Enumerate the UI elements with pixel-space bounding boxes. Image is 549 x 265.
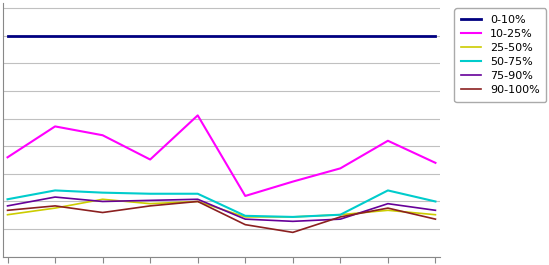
25-50% bbox=[385, 209, 391, 212]
50-75% bbox=[242, 214, 249, 217]
10-25% bbox=[289, 180, 296, 183]
0-10% bbox=[289, 34, 296, 37]
25-50% bbox=[99, 198, 106, 201]
Legend: 0-10%, 10-25%, 25-50%, 50-75%, 75-90%, 90-100%: 0-10%, 10-25%, 25-50%, 50-75%, 75-90%, 9… bbox=[455, 8, 546, 102]
50-75% bbox=[4, 198, 11, 201]
75-90% bbox=[432, 209, 439, 212]
50-75% bbox=[194, 192, 201, 195]
90-100% bbox=[242, 223, 249, 226]
10-25% bbox=[242, 194, 249, 197]
90-100% bbox=[4, 209, 11, 212]
10-25% bbox=[385, 139, 391, 142]
90-100% bbox=[147, 204, 154, 207]
0-10% bbox=[52, 34, 58, 37]
25-50% bbox=[337, 213, 344, 216]
25-50% bbox=[432, 213, 439, 216]
75-90% bbox=[289, 220, 296, 223]
90-100% bbox=[99, 211, 106, 214]
10-25% bbox=[337, 167, 344, 170]
90-100% bbox=[194, 200, 201, 203]
25-50% bbox=[289, 215, 296, 219]
0-10% bbox=[194, 34, 201, 37]
50-75% bbox=[147, 192, 154, 195]
0-10% bbox=[385, 34, 391, 37]
10-25% bbox=[432, 161, 439, 164]
25-50% bbox=[4, 213, 11, 216]
90-100% bbox=[385, 206, 391, 210]
75-90% bbox=[147, 199, 154, 202]
Line: 75-90%: 75-90% bbox=[8, 197, 435, 221]
Line: 10-25%: 10-25% bbox=[8, 115, 435, 196]
50-75% bbox=[337, 213, 344, 216]
75-90% bbox=[385, 202, 391, 205]
50-75% bbox=[289, 215, 296, 219]
50-75% bbox=[99, 191, 106, 194]
10-25% bbox=[194, 114, 201, 117]
75-90% bbox=[194, 198, 201, 201]
0-10% bbox=[99, 34, 106, 37]
10-25% bbox=[99, 134, 106, 137]
Line: 25-50%: 25-50% bbox=[8, 199, 435, 217]
0-10% bbox=[432, 34, 439, 37]
50-75% bbox=[385, 189, 391, 192]
10-25% bbox=[4, 156, 11, 159]
25-50% bbox=[147, 202, 154, 205]
10-25% bbox=[52, 125, 58, 128]
75-90% bbox=[242, 218, 249, 221]
10-25% bbox=[147, 158, 154, 161]
50-75% bbox=[432, 200, 439, 203]
0-10% bbox=[337, 34, 344, 37]
90-100% bbox=[289, 231, 296, 234]
Line: 90-100%: 90-100% bbox=[8, 201, 435, 232]
0-10% bbox=[242, 34, 249, 37]
90-100% bbox=[52, 204, 58, 207]
75-90% bbox=[52, 196, 58, 199]
25-50% bbox=[194, 200, 201, 203]
90-100% bbox=[432, 218, 439, 221]
75-90% bbox=[337, 218, 344, 221]
25-50% bbox=[242, 215, 249, 219]
25-50% bbox=[52, 206, 58, 210]
75-90% bbox=[4, 204, 11, 207]
0-10% bbox=[147, 34, 154, 37]
Line: 50-75%: 50-75% bbox=[8, 191, 435, 217]
50-75% bbox=[52, 189, 58, 192]
90-100% bbox=[337, 215, 344, 219]
75-90% bbox=[99, 200, 106, 203]
0-10% bbox=[4, 34, 11, 37]
